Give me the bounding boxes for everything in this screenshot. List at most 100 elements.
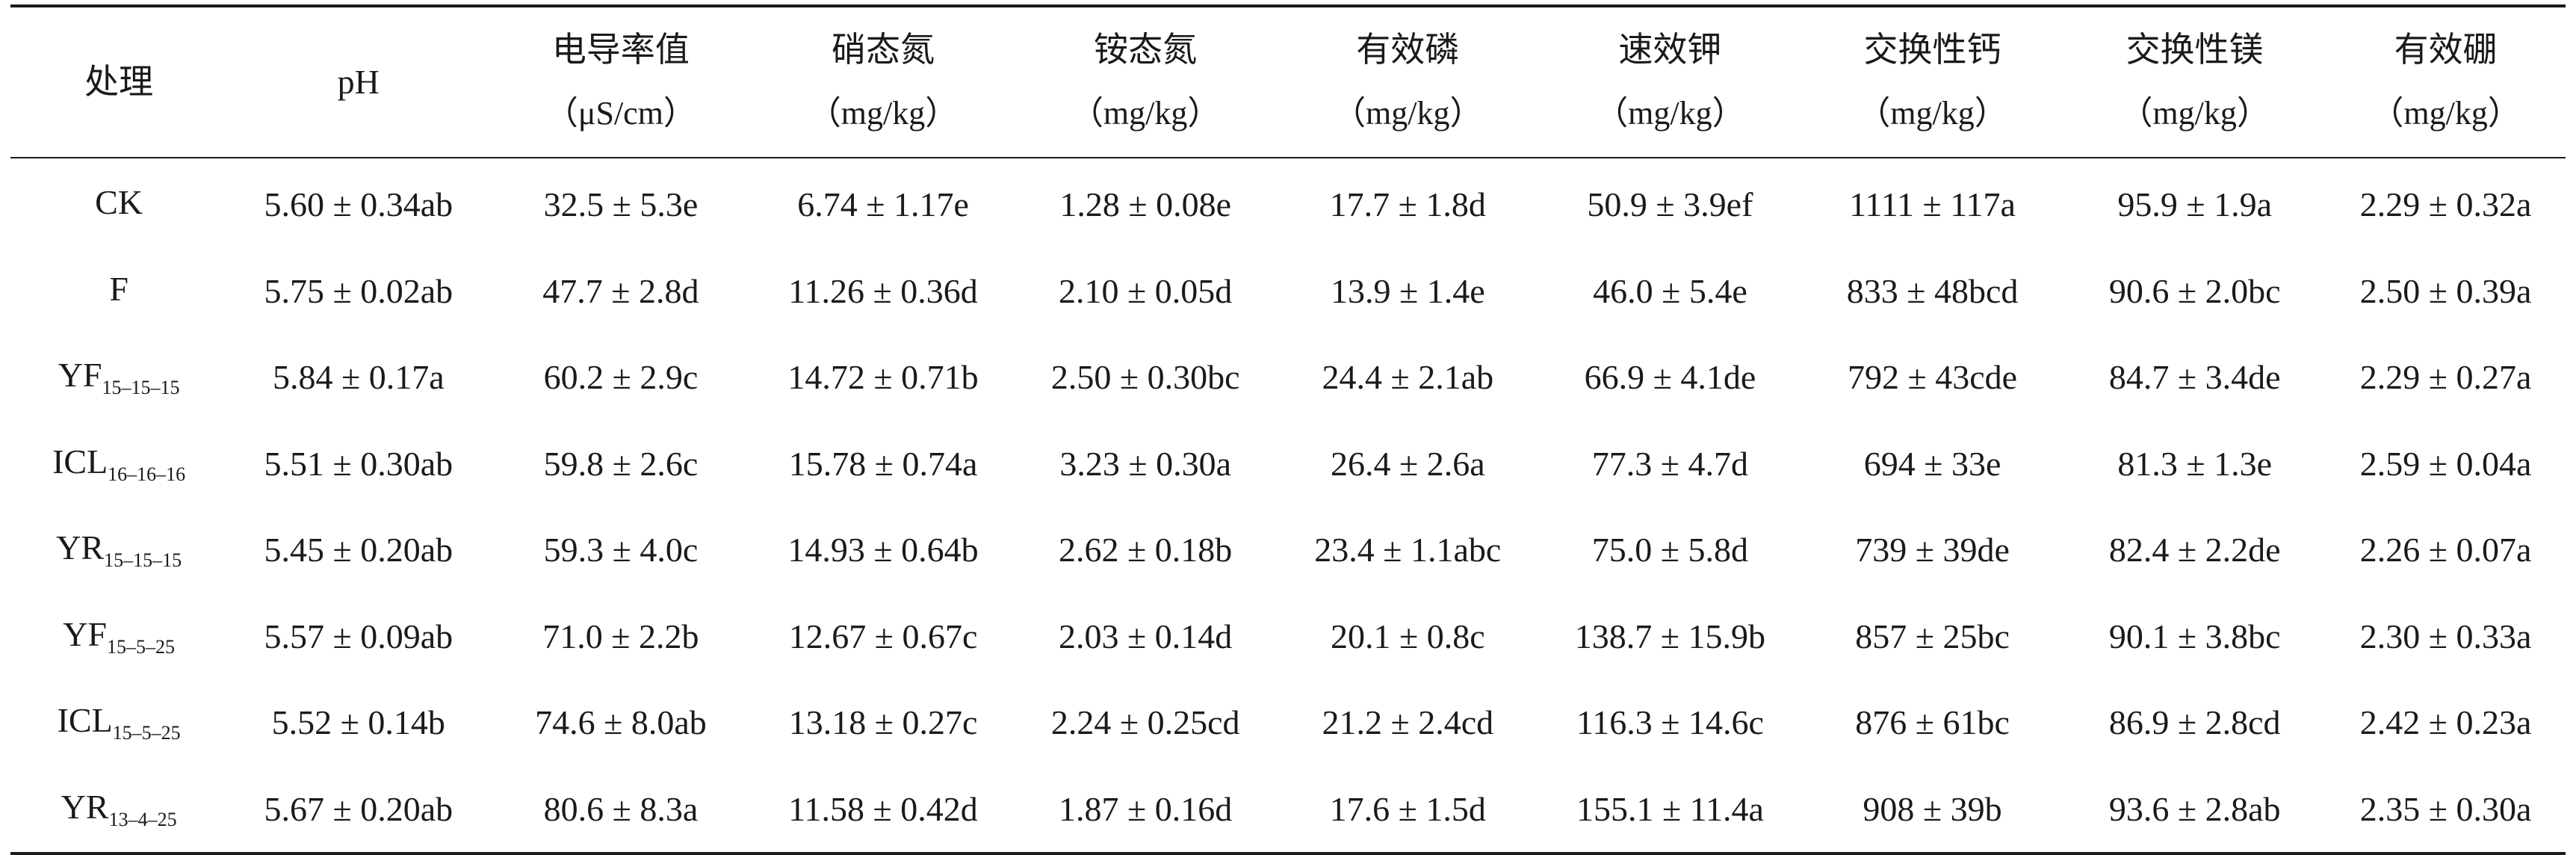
data-cell: 95.9 ± 1.9a: [2117, 185, 2272, 224]
data-cell: 5.45 ± 0.20ab: [264, 531, 453, 570]
data-cell: 90.1 ± 3.8bc: [2108, 617, 2281, 655]
header-unit: （mg/kg）: [1595, 95, 1745, 132]
data-cell: 908 ± 39b: [1863, 789, 2002, 828]
data-cell: 84.7 ± 3.4de: [2108, 358, 2281, 397]
treatment-formula: 16–16–16: [108, 463, 186, 485]
treatment-name: F: [109, 269, 129, 308]
data-cell: 5.51 ± 0.30ab: [264, 444, 453, 483]
treatment-cell: ICL16–16–16: [10, 421, 227, 507]
table-row: YR15–15–15 5.45 ± 0.20ab 59.3 ± 4.0c 14.93 …: [10, 507, 2566, 593]
data-cell: 792 ± 43cde: [1848, 358, 2018, 397]
data-cell: 2.62 ± 0.18b: [1059, 531, 1233, 570]
data-cell: 2.24 ± 0.25cd: [1050, 703, 1240, 742]
data-cell: 93.6 ± 2.8ab: [2108, 789, 2281, 828]
data-cell: 5.57 ± 0.09ab: [264, 617, 453, 655]
data-cell: 2.10 ± 0.05d: [1059, 271, 1233, 310]
header-cell-available-boron: 有效硼 （mg/kg）: [2326, 6, 2566, 158]
header-name: 电导率值: [551, 31, 690, 69]
data-cell: 12.67 ± 0.67c: [788, 617, 978, 655]
table-row: F 5.75 ± 0.02ab 47.7 ± 2.8d 11.26 ± 0.36d 2.…: [10, 248, 2566, 335]
data-cell: 15.78 ± 0.74a: [788, 444, 978, 483]
data-cell: 739 ± 39de: [1855, 531, 2010, 570]
soil-property-table: 处理 pH 电导率值 （μS/cm） 硝态氮 （mg/kg）: [10, 4, 2566, 855]
treatment-cell: ICL15–5–25: [10, 679, 227, 766]
table-row: ICL16–16–16 5.51 ± 0.30ab 59.8 ± 2.6c 15.78…: [10, 421, 2566, 507]
data-cell: 59.8 ± 2.6c: [543, 444, 699, 483]
treatment-formula: 15–15–15: [102, 377, 180, 399]
data-cell: 2.29 ± 0.32a: [2359, 185, 2532, 224]
data-cell: 2.30 ± 0.33a: [2359, 617, 2532, 655]
header-cell-nitrate-nitrogen: 硝态氮 （mg/kg）: [752, 6, 1015, 158]
treatment-name: YF: [63, 614, 108, 653]
data-cell: 6.74 ± 1.17e: [797, 185, 969, 224]
data-cell: 82.4 ± 2.2de: [2108, 531, 2281, 570]
header-cell-conductivity: 电导率值 （μS/cm）: [489, 6, 752, 158]
data-cell: 2.50 ± 0.39a: [2359, 271, 2532, 310]
table-body: CK 5.60 ± 0.34ab 32.5 ± 5.3e 6.74 ± 1.17e 1.…: [10, 158, 2566, 854]
treatment-cell: YR13–4–25: [10, 766, 227, 854]
data-cell: 2.29 ± 0.27a: [2359, 358, 2532, 397]
data-cell: 17.6 ± 1.5d: [1329, 789, 1486, 828]
header-unit: （mg/kg）: [2371, 95, 2521, 132]
table-row: ICL15–5–25 5.52 ± 0.14b 74.6 ± 8.0ab 13.18 …: [10, 679, 2566, 766]
header-name: 有效硼: [2394, 31, 2498, 69]
header-cell-available-phosphorus: 有效磷 （mg/kg）: [1276, 6, 1539, 158]
data-cell: 876 ± 61bc: [1855, 703, 2010, 742]
data-cell: 66.9 ± 4.1de: [1584, 358, 1756, 397]
treatment-formula: 15–15–15: [104, 549, 182, 572]
data-cell: 5.52 ± 0.14b: [271, 703, 445, 742]
treatment-formula: 15–5–25: [112, 722, 181, 744]
header-row: 处理 pH 电导率值 （μS/cm） 硝态氮 （mg/kg）: [10, 6, 2566, 158]
data-cell: 11.58 ± 0.42d: [788, 789, 978, 828]
data-cell: 47.7 ± 2.8d: [542, 271, 699, 310]
data-cell: 5.75 ± 0.02ab: [264, 271, 453, 310]
header-unit: （μS/cm）: [545, 95, 696, 132]
header-name: 交换性钙: [1863, 31, 2001, 69]
data-cell: 77.3 ± 4.7d: [1591, 444, 1749, 483]
data-cell: 2.03 ± 0.14d: [1059, 617, 1233, 655]
data-cell: 71.0 ± 2.2b: [542, 617, 699, 655]
treatment-cell: F: [10, 248, 227, 335]
data-cell: 21.2 ± 2.4cd: [1322, 703, 1494, 742]
data-cell: 2.59 ± 0.04a: [2359, 444, 2532, 483]
treatment-cell: YF15–15–15: [10, 334, 227, 421]
data-cell: 46.0 ± 5.4e: [1593, 271, 1747, 310]
table-row: CK 5.60 ± 0.34ab 32.5 ± 5.3e 6.74 ± 1.17e 1.…: [10, 158, 2566, 248]
table-row: YR13–4–25 5.67 ± 0.20ab 80.6 ± 8.3a 11.58 ±…: [10, 766, 2566, 854]
header-cell-ammonium-nitrogen: 铵态氮 （mg/kg）: [1014, 6, 1277, 158]
data-cell: 24.4 ± 2.1ab: [1322, 358, 1494, 397]
data-cell: 2.50 ± 0.30bc: [1050, 358, 1240, 397]
soil-property-table-container: 处理 pH 电导率值 （μS/cm） 硝态氮 （mg/kg）: [10, 4, 2566, 855]
data-cell: 50.9 ± 3.9ef: [1587, 185, 1753, 224]
data-cell: 20.1 ± 0.8c: [1330, 617, 1485, 655]
header-name: pH: [337, 63, 380, 101]
header-unit: （mg/kg）: [2120, 95, 2270, 132]
header-unit: （mg/kg）: [808, 95, 959, 132]
data-cell: 14.93 ± 0.64b: [787, 531, 979, 570]
data-cell: 14.72 ± 0.71b: [787, 358, 979, 397]
header-cell-exchangeable-magnesium: 交换性镁 （mg/kg）: [2063, 6, 2326, 158]
treatment-formula: 13–4–25: [108, 808, 177, 830]
data-cell: 2.26 ± 0.07a: [2359, 531, 2532, 570]
treatment-cell: YF15–5–25: [10, 593, 227, 680]
data-cell: 116.3 ± 14.6c: [1576, 703, 1764, 742]
data-cell: 857 ± 25bc: [1855, 617, 2010, 655]
data-cell: 833 ± 48bcd: [1846, 271, 2019, 310]
data-cell: 86.9 ± 2.8cd: [2108, 703, 2281, 742]
data-cell: 90.6 ± 2.0bc: [2108, 271, 2281, 310]
header-name: 速效钾: [1618, 31, 1722, 69]
data-cell: 26.4 ± 2.6a: [1330, 444, 1485, 483]
data-cell: 2.35 ± 0.30a: [2359, 789, 2532, 828]
treatment-name: CK: [95, 183, 143, 222]
treatment-name: YR: [56, 528, 105, 567]
data-cell: 694 ± 33e: [1863, 444, 2001, 483]
header-name: 处理: [84, 63, 154, 101]
data-cell: 1111 ± 117a: [1849, 185, 2016, 224]
header-unit: （mg/kg）: [1857, 95, 2007, 132]
header-unit: （mg/kg）: [1070, 95, 1221, 132]
data-cell: 75.0 ± 5.8d: [1591, 531, 1749, 570]
treatment-name: YF: [58, 356, 102, 395]
data-cell: 5.67 ± 0.20ab: [264, 789, 453, 828]
data-cell: 138.7 ± 15.9b: [1574, 617, 1766, 655]
data-cell: 155.1 ± 11.4a: [1576, 789, 1764, 828]
